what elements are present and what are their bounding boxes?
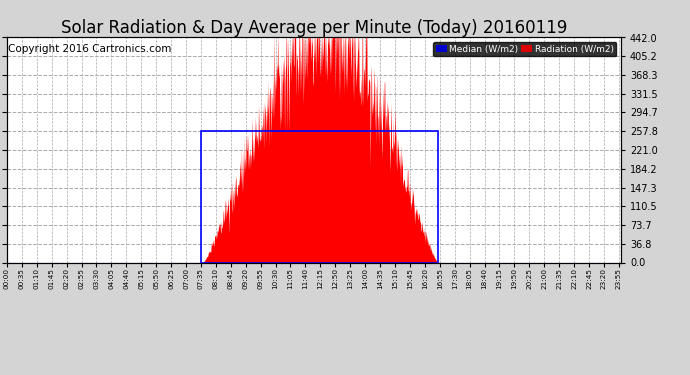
Title: Solar Radiation & Day Average per Minute (Today) 20160119: Solar Radiation & Day Average per Minute…	[61, 20, 567, 38]
Text: Copyright 2016 Cartronics.com: Copyright 2016 Cartronics.com	[8, 44, 171, 54]
Legend: Median (W/m2), Radiation (W/m2): Median (W/m2), Radiation (W/m2)	[433, 42, 616, 56]
Bar	[201, 131, 437, 262]
